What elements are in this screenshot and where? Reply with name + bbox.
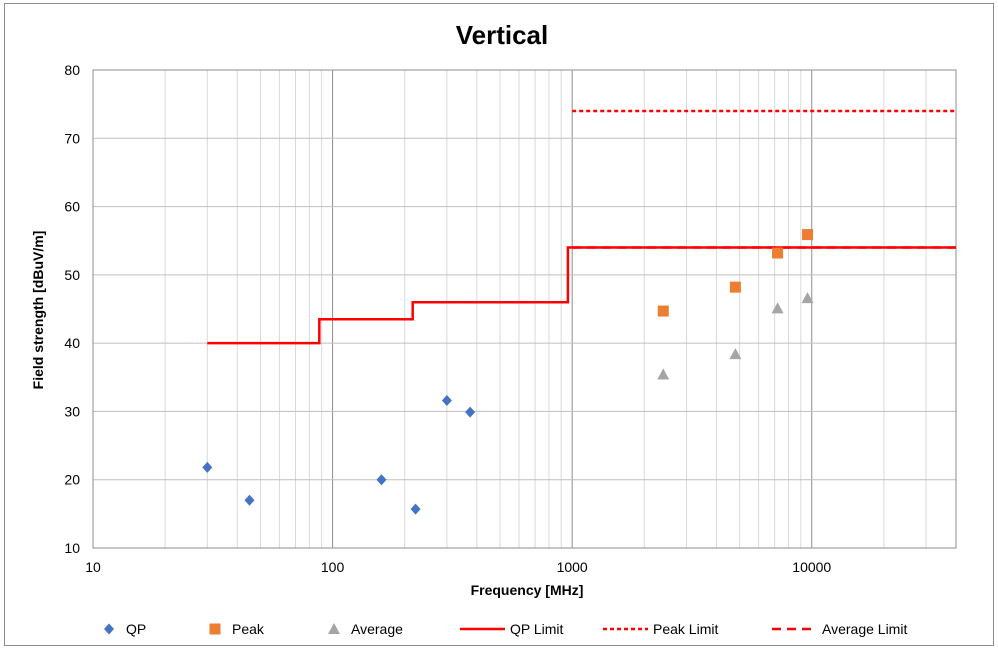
qp-point bbox=[244, 494, 255, 506]
y-axis-title: Field strength [dBuV/m] bbox=[30, 231, 46, 390]
qp-point bbox=[410, 503, 421, 515]
qp-point bbox=[465, 406, 476, 418]
average-point bbox=[657, 368, 670, 380]
y-tick-label: 60 bbox=[64, 199, 80, 215]
legend-peak-label: Peak bbox=[232, 621, 265, 637]
y-tick-label: 30 bbox=[64, 403, 80, 419]
qp-point bbox=[202, 461, 213, 473]
x-tick-label: 10 bbox=[85, 559, 101, 575]
average-point bbox=[729, 348, 742, 360]
chart-title: Vertical bbox=[456, 20, 549, 50]
legend-peak-swatch bbox=[209, 623, 221, 635]
qp-point bbox=[441, 395, 452, 407]
chart-frame: Vertical 10 100 1000 10000 10 20 30 40 50 60 70 80… bbox=[4, 3, 994, 646]
y-tick-labels: 10 20 30 40 50 60 70 80 bbox=[64, 62, 80, 556]
peak-point bbox=[729, 281, 741, 293]
y-tick-label: 10 bbox=[64, 540, 80, 556]
y-tick-label: 20 bbox=[64, 472, 80, 488]
legend-qp-limit-label: QP Limit bbox=[510, 621, 564, 637]
x-axis-title: Frequency [MHz] bbox=[471, 582, 584, 598]
legend-qp-label: QP bbox=[126, 621, 146, 637]
peak-point bbox=[772, 247, 784, 259]
limit-lines bbox=[207, 109, 956, 345]
legend-average-swatch bbox=[328, 623, 340, 634]
qp-point bbox=[376, 474, 387, 486]
y-tick-label: 40 bbox=[64, 335, 80, 351]
peak-point bbox=[657, 305, 669, 317]
x-tick-label: 10000 bbox=[792, 559, 831, 575]
average-point bbox=[801, 292, 814, 304]
y-tick-label: 80 bbox=[64, 62, 80, 78]
data-points bbox=[202, 229, 814, 515]
x-tick-label: 1000 bbox=[557, 559, 588, 575]
qp-limit-line bbox=[207, 246, 956, 345]
legend: QP Peak Average QP Limit Peak Limit Average L… bbox=[104, 621, 907, 637]
legend-qp-swatch bbox=[104, 623, 114, 635]
peak-point bbox=[802, 229, 814, 241]
legend-peak-limit-label: Peak Limit bbox=[653, 621, 718, 637]
y-tick-label: 70 bbox=[64, 130, 80, 146]
chart-svg: Vertical 10 100 1000 10000 10 20 30 40 50 60 70 80… bbox=[30, 20, 957, 637]
average-point bbox=[771, 302, 784, 314]
y-tick-label: 50 bbox=[64, 267, 80, 283]
legend-average-label: Average bbox=[351, 621, 403, 637]
plot-area-border bbox=[92, 69, 957, 549]
legend-average-limit-label: Average Limit bbox=[822, 621, 907, 637]
grid bbox=[92, 69, 957, 549]
x-tick-labels: 10 100 1000 10000 bbox=[85, 559, 831, 575]
x-tick-label: 100 bbox=[321, 559, 345, 575]
